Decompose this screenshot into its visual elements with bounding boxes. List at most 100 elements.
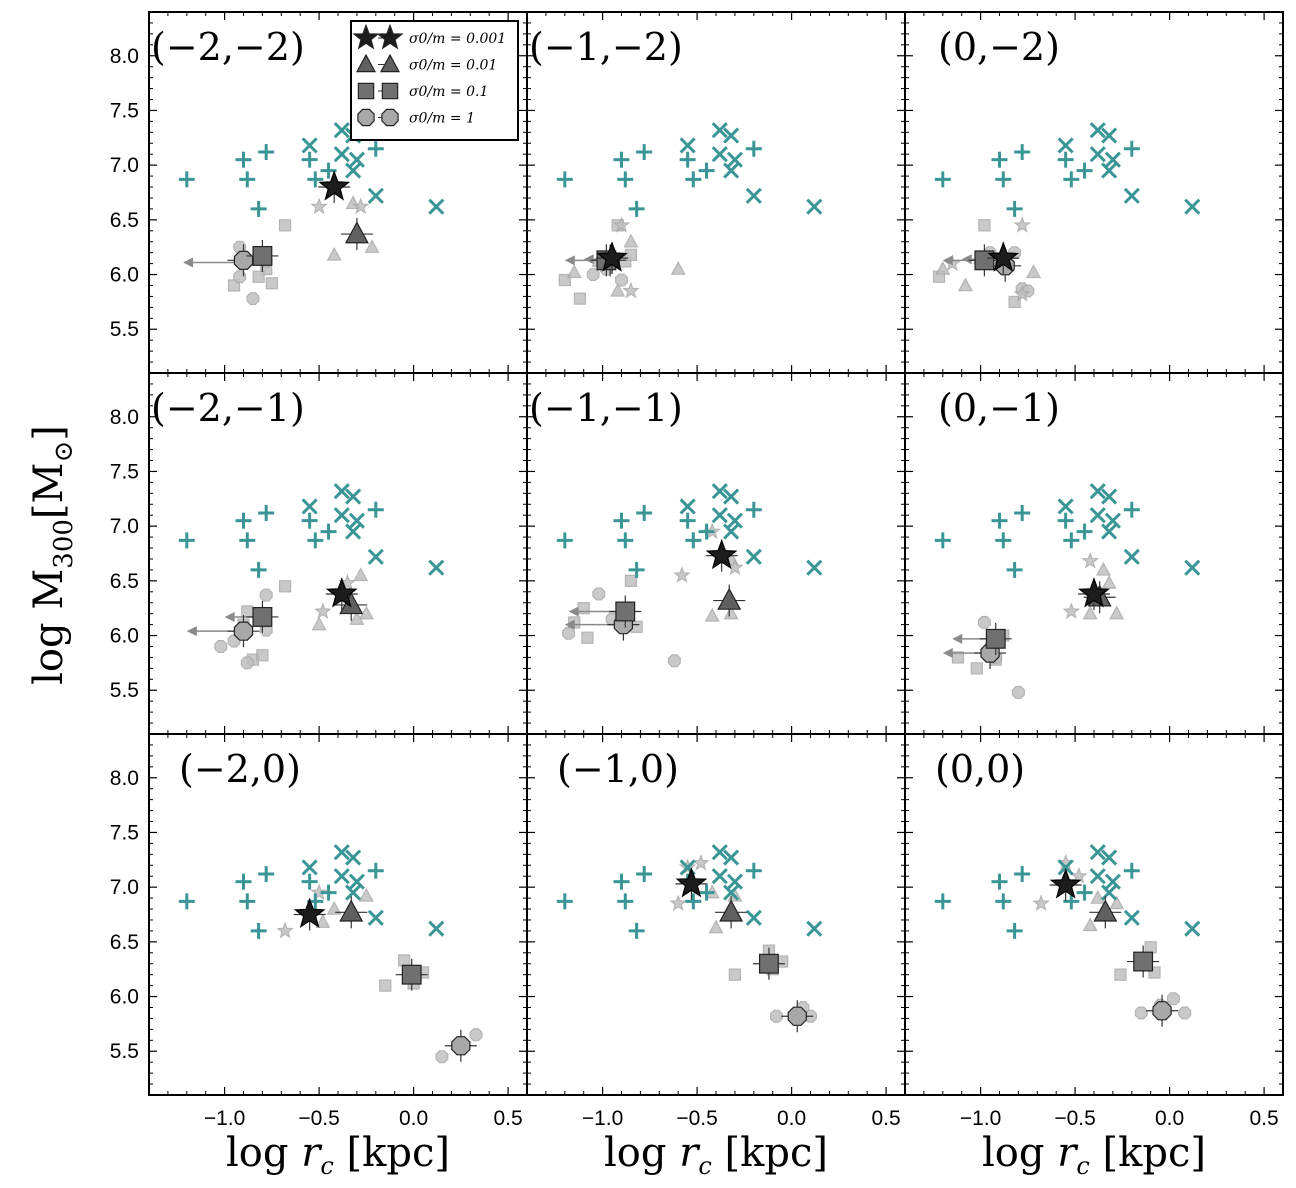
observed-cross-marker [345, 884, 362, 901]
observed-cross-marker [348, 873, 365, 890]
cross-b [301, 859, 318, 876]
observed-plus-marker [239, 893, 256, 910]
faint-circle-marker [667, 654, 681, 668]
observed-cross-marker [1101, 849, 1118, 866]
observed-cross-marker [1089, 146, 1106, 163]
y-tick-label: 7.0 [110, 515, 139, 538]
observed-plus-marker [1006, 561, 1023, 578]
observed-plus-marker [250, 561, 267, 578]
legend-marker [357, 82, 375, 100]
faint-circle-marker [259, 588, 273, 602]
cross-b [333, 146, 350, 163]
cross-b [1101, 884, 1118, 901]
x-tick-label: −1.0 [582, 1107, 623, 1130]
faint-triangle-marker [723, 605, 739, 620]
cross-b [345, 884, 362, 901]
main-circle-marker [787, 1006, 807, 1026]
observed-cross-marker [679, 498, 696, 515]
observed-plus-marker [617, 171, 634, 188]
y-tick-label: 7.5 [110, 99, 139, 122]
y-tick-label: 7.0 [110, 154, 139, 177]
faint-square-marker [624, 574, 638, 587]
main-star-marker [596, 241, 628, 272]
observed-plus-marker [301, 873, 318, 890]
observed-plus-marker [178, 171, 195, 188]
observed-plus-marker [1014, 144, 1031, 161]
faint-circle-marker [592, 587, 606, 601]
observed-cross-marker [1089, 844, 1106, 861]
faint-star-marker [692, 853, 710, 871]
faint-circle-marker [435, 1050, 449, 1064]
observed-plus-marker [617, 893, 634, 910]
observed-plus-marker [320, 162, 337, 179]
x-axis-label-col2: log rc [kpc] [604, 1130, 828, 1180]
legend-marker [357, 108, 375, 127]
observed-plus-marker [239, 532, 256, 549]
main-star-marker [1049, 868, 1082, 899]
observed-plus-marker [235, 512, 252, 529]
faint-triangle-marker [358, 605, 374, 620]
faint-star-marker [276, 921, 294, 939]
x-tick-label: −0.5 [676, 1107, 717, 1130]
faint-circle-marker [977, 615, 991, 629]
main-triangle-marker [1093, 899, 1118, 922]
observed-cross-marker [1101, 884, 1118, 901]
faint-star-marker [1070, 866, 1088, 884]
faint-circle-marker [240, 656, 254, 670]
faint-triangle-marker [623, 233, 639, 248]
faint-triangle-marker [566, 264, 582, 279]
observed-cross-marker [333, 507, 350, 524]
main-square-marker [1133, 951, 1154, 972]
cross-b [345, 523, 362, 540]
observed-plus-marker [745, 862, 762, 879]
x-tick-label: −1.0 [204, 1107, 245, 1130]
cross-b [711, 146, 728, 163]
cross-b [711, 483, 728, 500]
main-triangle-marker [339, 899, 364, 922]
faint-star-marker [673, 566, 691, 583]
cross-b [726, 512, 743, 529]
observed-cross-marker [679, 137, 696, 154]
cross-b [1089, 844, 1106, 861]
y-tick-label: 8.0 [110, 406, 139, 429]
cross-b [367, 909, 384, 926]
main-star-marker [675, 867, 708, 898]
faint-square-marker [1114, 968, 1127, 981]
cross-b [333, 868, 350, 885]
cross-b [1101, 523, 1118, 540]
cross-b [745, 187, 762, 204]
observed-plus-marker [367, 862, 384, 879]
faint-circle-marker [562, 626, 576, 640]
main-square-marker [252, 245, 273, 266]
faint-triangle-marker [326, 900, 342, 915]
observed-cross-marker [428, 198, 445, 215]
x-tick-label: 0.5 [871, 1107, 900, 1130]
x-tick-label: −1.0 [960, 1107, 1001, 1130]
faint-triangle-marker [353, 567, 369, 582]
faint-star-marker [1081, 552, 1100, 569]
observed-cross-marker [806, 559, 823, 576]
observed-plus-marker [1123, 501, 1140, 518]
observed-plus-marker [1063, 532, 1080, 549]
observed-cross-marker [333, 844, 350, 861]
observed-cross-marker [1101, 127, 1118, 144]
x-label-unit: [kpc] [334, 1130, 450, 1176]
faint-circle-marker [1134, 1006, 1148, 1020]
faint-triangle-marker [957, 277, 973, 292]
panel-label: (−1,−1) [529, 386, 683, 430]
faint-circle-marker [233, 270, 247, 284]
observed-cross-marker [301, 498, 318, 515]
observed-cross-marker [1089, 507, 1106, 524]
observed-cross-marker [345, 849, 362, 866]
faint-triangle-marker [1109, 895, 1125, 910]
panel-label: (−1,−2) [529, 25, 683, 69]
x-axis-label-col3: log rc [kpc] [982, 1130, 1206, 1180]
faint-triangle-marker [610, 282, 626, 297]
legend-box [350, 20, 519, 141]
faint-square-marker [252, 270, 265, 283]
observed-plus-marker [617, 532, 634, 549]
panel-3: (0,−2) [904, 11, 1284, 374]
x-tick-label: −0.5 [1054, 1107, 1095, 1130]
main-circle-marker [233, 250, 254, 270]
observed-plus-marker [934, 893, 951, 910]
